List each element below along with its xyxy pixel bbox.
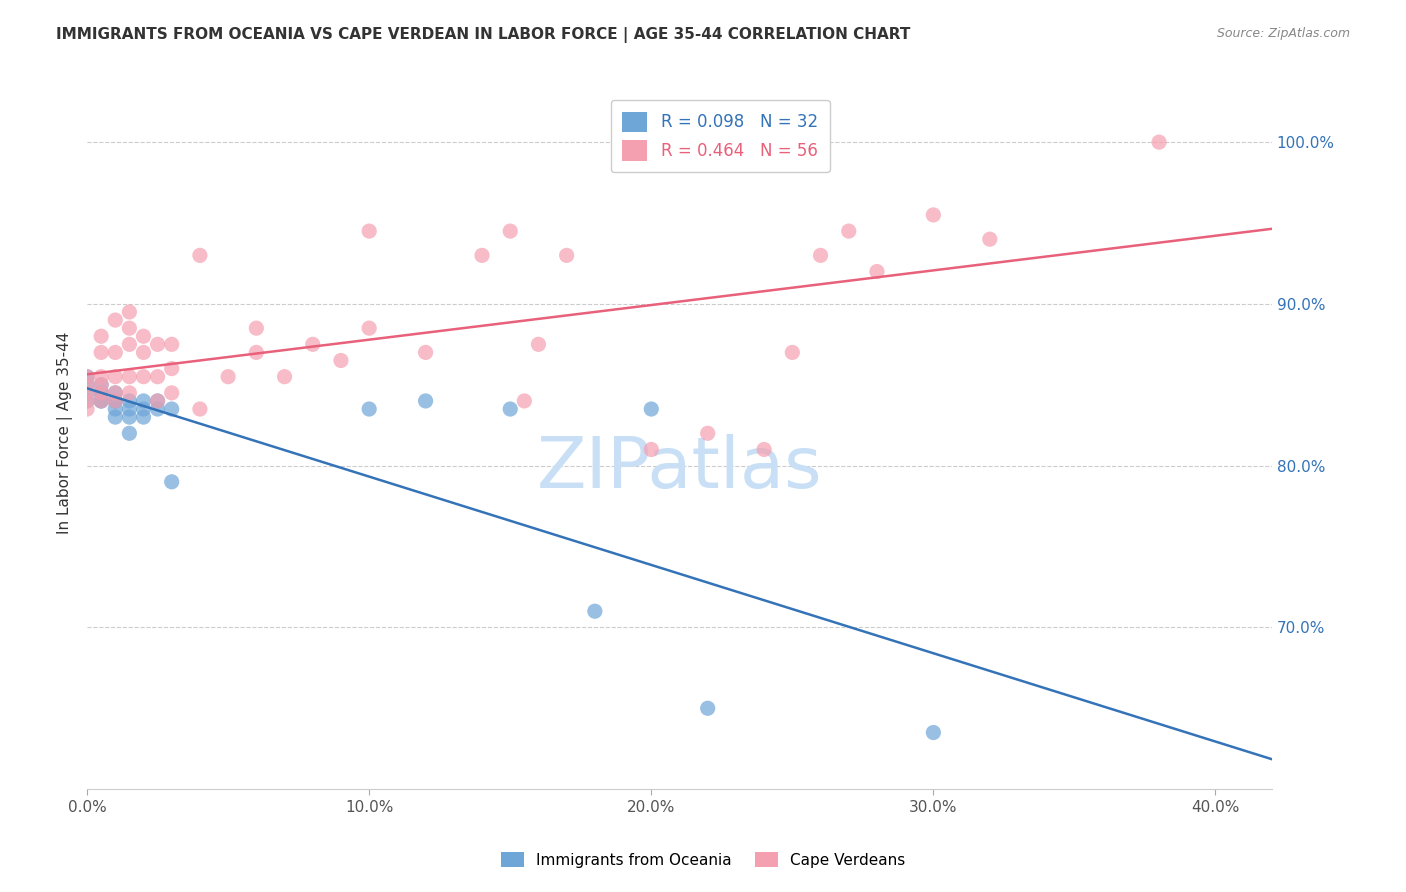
- Point: [160, 402, 183, 417]
- Y-axis label: In Labor Force | Age 35-44: In Labor Force | Age 35-44: [58, 332, 73, 534]
- Point: [160, 475, 183, 489]
- Point: [838, 224, 860, 238]
- Point: [90, 377, 112, 392]
- Point: [132, 393, 155, 408]
- Point: [188, 248, 211, 262]
- Point: [359, 321, 381, 335]
- Point: [132, 402, 155, 417]
- Point: [1147, 135, 1170, 149]
- Point: [513, 393, 536, 408]
- Point: [90, 369, 112, 384]
- Point: [922, 208, 945, 222]
- Point: [118, 402, 141, 417]
- Point: [104, 385, 127, 400]
- Point: [118, 393, 141, 408]
- Point: [76, 402, 98, 417]
- Point: [499, 224, 522, 238]
- Point: [104, 410, 127, 425]
- Point: [696, 701, 718, 715]
- Point: [104, 402, 127, 417]
- Legend: R = 0.098   N = 32, R = 0.464   N = 56: R = 0.098 N = 32, R = 0.464 N = 56: [610, 100, 830, 172]
- Point: [866, 264, 889, 278]
- Point: [555, 248, 578, 262]
- Point: [76, 369, 98, 384]
- Point: [245, 345, 267, 359]
- Point: [90, 393, 112, 408]
- Point: [188, 402, 211, 417]
- Text: IMMIGRANTS FROM OCEANIA VS CAPE VERDEAN IN LABOR FORCE | AGE 35-44 CORRELATION C: IMMIGRANTS FROM OCEANIA VS CAPE VERDEAN …: [56, 27, 911, 43]
- Point: [752, 442, 775, 457]
- Point: [90, 393, 112, 408]
- Point: [979, 232, 1001, 246]
- Point: [90, 385, 112, 400]
- Point: [160, 337, 183, 351]
- Point: [330, 353, 353, 368]
- Point: [104, 393, 127, 408]
- Point: [76, 393, 98, 408]
- Text: Source: ZipAtlas.com: Source: ZipAtlas.com: [1216, 27, 1350, 40]
- Point: [415, 393, 437, 408]
- Point: [640, 442, 662, 457]
- Point: [118, 305, 141, 319]
- Point: [132, 329, 155, 343]
- Point: [782, 345, 804, 359]
- Point: [245, 321, 267, 335]
- Point: [217, 369, 239, 384]
- Point: [118, 337, 141, 351]
- Point: [160, 361, 183, 376]
- Point: [118, 410, 141, 425]
- Point: [90, 385, 112, 400]
- Point: [104, 345, 127, 359]
- Point: [696, 426, 718, 441]
- Point: [146, 393, 169, 408]
- Point: [118, 321, 141, 335]
- Point: [359, 224, 381, 238]
- Point: [90, 385, 112, 400]
- Point: [76, 377, 98, 392]
- Point: [90, 329, 112, 343]
- Point: [922, 725, 945, 739]
- Point: [104, 393, 127, 408]
- Point: [90, 377, 112, 392]
- Point: [76, 393, 98, 408]
- Point: [132, 345, 155, 359]
- Point: [301, 337, 323, 351]
- Point: [146, 337, 169, 351]
- Point: [499, 402, 522, 417]
- Point: [132, 410, 155, 425]
- Point: [160, 385, 183, 400]
- Legend: Immigrants from Oceania, Cape Verdeans: Immigrants from Oceania, Cape Verdeans: [494, 844, 912, 875]
- Text: ZIPatlas: ZIPatlas: [537, 434, 823, 503]
- Point: [118, 369, 141, 384]
- Point: [146, 402, 169, 417]
- Point: [471, 248, 494, 262]
- Point: [527, 337, 550, 351]
- Point: [132, 369, 155, 384]
- Point: [146, 369, 169, 384]
- Point: [415, 345, 437, 359]
- Point: [90, 393, 112, 408]
- Point: [104, 369, 127, 384]
- Point: [146, 393, 169, 408]
- Point: [76, 377, 98, 392]
- Point: [583, 604, 606, 618]
- Point: [104, 313, 127, 327]
- Point: [359, 402, 381, 417]
- Point: [640, 402, 662, 417]
- Point: [273, 369, 295, 384]
- Point: [104, 385, 127, 400]
- Point: [76, 385, 98, 400]
- Point: [76, 369, 98, 384]
- Point: [118, 385, 141, 400]
- Point: [90, 345, 112, 359]
- Point: [104, 393, 127, 408]
- Point: [810, 248, 832, 262]
- Point: [118, 426, 141, 441]
- Point: [76, 385, 98, 400]
